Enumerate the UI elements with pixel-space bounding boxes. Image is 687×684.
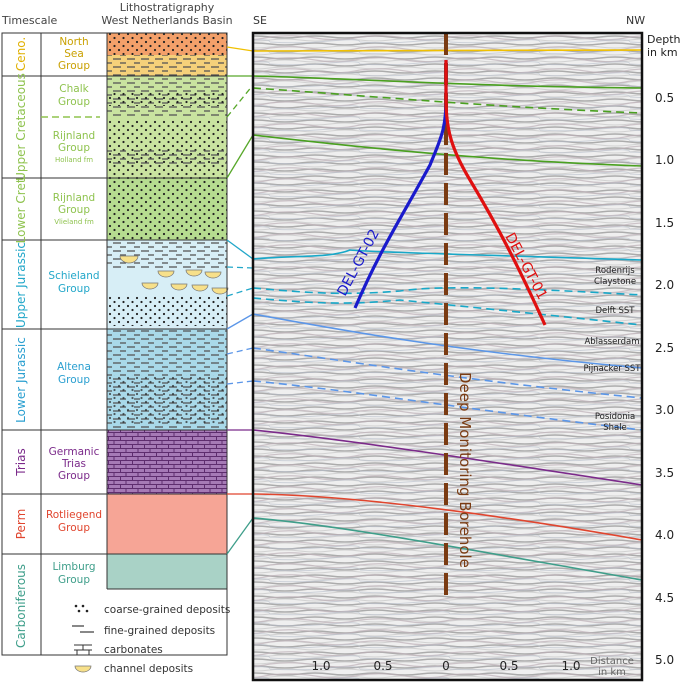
distance-tick: 1.0 bbox=[561, 659, 580, 673]
group-chalk-2: Group bbox=[58, 96, 90, 108]
well-del-gt-02 bbox=[353, 60, 448, 309]
period-carboniferous: Carboniferous bbox=[14, 564, 28, 648]
horizon-top-chalk bbox=[252, 75, 643, 89]
depth-tick: 0.5 bbox=[655, 91, 674, 105]
group-north-sea-1: North bbox=[59, 36, 88, 48]
formation-ablasserdam: Ablasserdam bbox=[584, 337, 639, 347]
depth-tick: 5.0 bbox=[655, 653, 674, 667]
borehole-label: Deep Monitoring Borehole bbox=[456, 372, 474, 568]
horizon-top-trias bbox=[252, 429, 643, 486]
group-labels: North Sea Group Chalk Group Rijnland Gro… bbox=[46, 36, 102, 586]
column-connectors bbox=[226, 46, 254, 555]
group-rijnland-holland-1: Rijnland bbox=[53, 130, 95, 142]
label-se: SE bbox=[253, 14, 267, 27]
table-frame bbox=[1, 32, 228, 656]
group-germanic-1: Germanic bbox=[49, 446, 100, 458]
label-nw: NW bbox=[626, 14, 645, 27]
horizon-top-rotliegend bbox=[252, 493, 643, 541]
section-frame bbox=[251, 31, 644, 682]
horizon-top-schieland bbox=[252, 249, 643, 261]
horizon-posidonia bbox=[252, 380, 643, 431]
formation-labels: Rodenrijs Claystone Delft SST Ablasserda… bbox=[584, 266, 642, 433]
group-limburg-2: Group bbox=[58, 574, 90, 586]
group-north-sea-3: Group bbox=[58, 60, 90, 72]
depth-tick: 4.5 bbox=[655, 591, 674, 605]
distance-axis-label-1: Distance bbox=[590, 656, 634, 667]
period-lower-cretaceous: Lower Cret. bbox=[14, 175, 28, 244]
formation-rodenrijs-2: Claystone bbox=[594, 277, 636, 287]
depth-tick: 3.0 bbox=[655, 403, 674, 417]
period-perm: Perm bbox=[14, 509, 28, 540]
channel-icon bbox=[74, 665, 92, 673]
group-germanic-2: Trias bbox=[61, 458, 86, 470]
depth-axis-label-2: in km bbox=[647, 46, 678, 59]
period-upper-cretaceous: Upper Cretaceous bbox=[14, 73, 28, 181]
group-schieland-2: Group bbox=[58, 283, 90, 295]
depth-tick: 1.5 bbox=[655, 216, 674, 230]
group-north-sea-2: Sea bbox=[64, 48, 84, 60]
group-rotliegend-2: Group bbox=[58, 522, 90, 534]
depth-ticks: 0.5 1.0 1.5 2.0 2.5 3.0 3.5 4.0 4.5 5.0 bbox=[655, 91, 674, 667]
distance-tick: 0.5 bbox=[499, 659, 518, 673]
dashes-icon bbox=[72, 625, 94, 633]
legend-coarse: coarse-grained deposits bbox=[104, 604, 230, 616]
group-limburg-1: Limburg bbox=[52, 561, 95, 573]
group-rijnland-vlieland-2: Group bbox=[58, 204, 90, 216]
legend-carbonates: carbonates bbox=[104, 644, 163, 656]
period-upper-jurassic: Upper Jurassic bbox=[14, 242, 28, 328]
period-cenozoic: Ceno. bbox=[14, 37, 28, 71]
period-labels: Ceno. Upper Cretaceous Lower Cret. Upper… bbox=[14, 37, 28, 648]
group-altena-1: Altena bbox=[57, 361, 91, 373]
channel-symbols bbox=[119, 255, 229, 295]
group-rijnland-holland-2: Group bbox=[58, 142, 90, 154]
group-rijnland-vlieland-sub: Vlieland fm bbox=[54, 218, 94, 226]
distance-tick: 0.5 bbox=[373, 659, 392, 673]
horizon-pijnacker bbox=[252, 347, 643, 399]
group-rijnland-holland-sub: Holland fm bbox=[55, 156, 93, 164]
legend: coarse-grained deposits fine-grained dep… bbox=[72, 604, 230, 675]
horizon-base-rijnland-holland bbox=[252, 134, 643, 167]
depth-tick: 4.0 bbox=[655, 528, 674, 542]
group-schieland-1: Schieland bbox=[48, 270, 99, 282]
timescale-header: Timescale bbox=[1, 14, 57, 27]
horizons bbox=[252, 49, 643, 581]
dots-icon bbox=[74, 604, 89, 613]
brick-icon bbox=[74, 644, 92, 656]
depth-tick: 1.0 bbox=[655, 153, 674, 167]
horizon-chalk-base bbox=[252, 87, 643, 114]
legend-fine: fine-grained deposits bbox=[104, 625, 215, 637]
group-altena-2: Group bbox=[58, 374, 90, 386]
group-germanic-3: Group bbox=[58, 470, 90, 482]
formation-delft: Delft SST bbox=[596, 306, 636, 316]
depth-tick: 3.5 bbox=[655, 466, 674, 480]
period-trias: Trias bbox=[14, 448, 28, 476]
depth-axis-label-1: Depth bbox=[647, 33, 681, 46]
lithology-column bbox=[107, 33, 229, 589]
formation-posidonia-2: Shale bbox=[603, 423, 627, 433]
formation-rodenrijs-1: Rodenrijs bbox=[595, 266, 635, 276]
group-rotliegend-1: Rotliegend bbox=[46, 509, 102, 521]
group-chalk-1: Chalk bbox=[59, 83, 89, 95]
basin-header: West Netherlands Basin bbox=[101, 14, 232, 27]
lithostrat-header: Lithostratigraphy bbox=[120, 1, 215, 14]
horizon-top-altena bbox=[252, 313, 643, 369]
period-lower-jurassic: Lower Jurassic bbox=[14, 337, 28, 423]
depth-tick: 2.0 bbox=[655, 278, 674, 292]
depth-tick: 2.5 bbox=[655, 341, 674, 355]
distance-axis-label-2: in km bbox=[598, 667, 626, 678]
formation-pijnacker: Pijnacker SST bbox=[584, 364, 642, 374]
distance-ticks: 1.0 0.5 0 0.5 1.0 bbox=[311, 659, 580, 673]
group-rijnland-vlieland-1: Rijnland bbox=[53, 192, 95, 204]
legend-channel: channel deposits bbox=[104, 663, 193, 675]
horizon-top-limburg bbox=[252, 517, 643, 581]
formation-posidonia-1: Posidonia bbox=[595, 412, 635, 422]
distance-tick: 1.0 bbox=[311, 659, 330, 673]
distance-tick: 0 bbox=[442, 659, 450, 673]
well-del-gt-01 bbox=[444, 60, 547, 326]
